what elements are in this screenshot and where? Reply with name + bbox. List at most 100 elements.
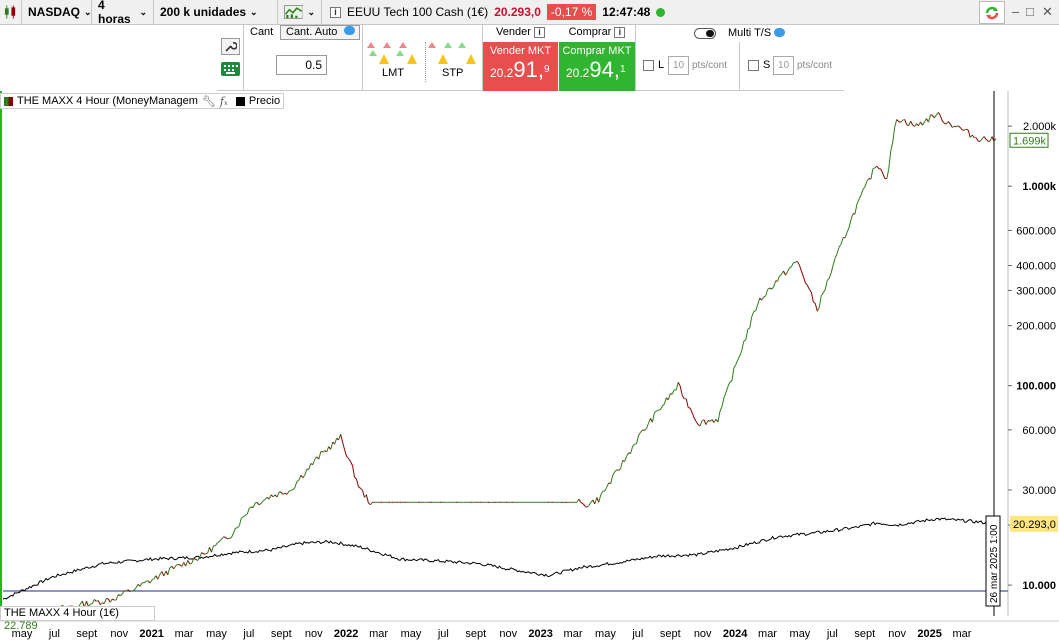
equity-segment [922,121,925,126]
equity-segment [703,419,707,425]
equity-segment [956,125,959,128]
y-tick-label: 400.000 [1016,261,1056,273]
timeframe-selector[interactable]: 4 horas ⌄ [92,0,154,26]
equity-segment [779,273,782,277]
equity-segment [290,489,294,491]
stop-label: S [763,59,771,71]
minimize-icon[interactable]: – [1012,4,1020,19]
equity-segment [360,487,363,491]
stop-checkbox[interactable] [748,60,759,71]
equity-segment [942,120,945,124]
equity-segment [151,578,155,581]
equity-segment [892,127,896,143]
quantity-cell: Cant Cant. Auto [244,25,363,91]
equity-segment [123,590,127,592]
equity-segment [924,118,927,123]
chevron-down-icon: ⌄ [250,6,258,17]
cant-auto-button[interactable]: Cant. Auto [280,25,360,40]
stop-pts-input[interactable] [773,56,794,75]
sell-market-button[interactable]: Vender MKT 20.291,9 [483,42,558,91]
equity-segment [793,261,796,264]
equity-segment [219,538,222,542]
equity-segment [685,398,689,408]
equity-segment [286,490,290,495]
refresh-button[interactable] [979,1,1005,24]
equity-segment [876,165,880,170]
equity-segment [689,407,693,413]
equity-segment [947,121,951,125]
multi-ts-panel: Multi T/S L pts/cont S pts/cont [635,25,844,91]
x-tick-label: nov [694,628,712,640]
chat-bubble-icon [774,28,785,37]
equity-segment [711,419,715,423]
function-icon[interactable]: fₓ [219,94,228,108]
equity-segment [96,600,99,602]
maximize-icon[interactable]: □ [1026,4,1034,19]
chat-bubble-icon [344,26,356,35]
units-label: 200 k unidades [160,5,247,19]
equity-segment [944,122,947,125]
limit-pts-input[interactable] [668,56,689,75]
equity-segment [288,489,292,492]
equity-segment [612,471,616,476]
close-icon[interactable]: ✕ [1042,4,1053,19]
equity-segment [727,381,731,387]
multi-ts-toggle[interactable] [694,28,716,39]
limit-pts-label: pts/cont [692,60,728,71]
keyboard-button[interactable] [221,62,240,76]
equity-segment [930,114,933,116]
equity-segment [618,468,621,471]
info-icon[interactable]: i [533,27,545,38]
settings-button[interactable] [221,38,240,55]
equity-segment [846,227,850,233]
y-tick-label: 600.000 [1016,225,1056,237]
x-tick-label: may [206,628,227,640]
indicator-button[interactable]: ⌄ [278,0,322,25]
equity-segment [912,124,915,127]
chart-style-button[interactable] [0,0,22,25]
price-chart[interactable]: 2.000k 1.000k 600.000 400.000 300.000 200.000… [0,91,1059,641]
x-tick-label: may [12,628,33,640]
x-tick-label: 2023 [528,628,552,640]
equity-segment [282,492,286,495]
info-icon[interactable]: i [330,6,341,18]
equity-segment [814,303,818,312]
x-tick-label: jul [242,628,254,640]
equity-segment [695,421,699,425]
toggle-knob [706,30,714,37]
equity-segment [745,329,749,340]
quantity-input[interactable] [276,55,327,75]
equity-segment [632,443,635,447]
equity-segment [215,542,218,546]
limit-group: L pts/cont [636,42,740,91]
stp-button[interactable]: STP [425,42,476,82]
lmt-button[interactable]: LMT [367,42,417,82]
equity-segment [854,203,858,215]
equity-segment [667,393,671,401]
order-ticket: Cant Cant. Auto LMT STP Vender i [217,25,844,91]
x-tick-label: mar [953,628,972,640]
equity-segment [971,134,975,138]
equity-segment [816,307,820,312]
equity-segment [898,121,901,123]
candlestick-icon [4,5,16,19]
equity-segment [949,123,953,128]
equity-segment [804,282,808,286]
timeframe-label: 4 horas [98,0,131,26]
units-selector[interactable]: 200 k unidades ⌄ [154,0,278,25]
equity-segment [763,295,766,298]
limit-checkbox[interactable] [643,60,654,71]
equity-segment [119,593,123,597]
equity-segment [262,498,266,502]
equity-segment [991,136,995,142]
equity-segment [757,297,761,305]
equity-segment [365,494,369,504]
equity-segment [280,491,284,495]
wrench-icon[interactable]: 🔧︎ [201,95,216,108]
instrument-selector[interactable]: NASDAQ ⌄ [22,0,92,25]
equity-segment [350,461,353,466]
buy-market-button[interactable]: Comprar MKT 20.294,1 [559,42,635,91]
equity-segment [211,545,214,553]
equity-segment [880,168,884,174]
info-icon[interactable]: i [614,27,626,38]
